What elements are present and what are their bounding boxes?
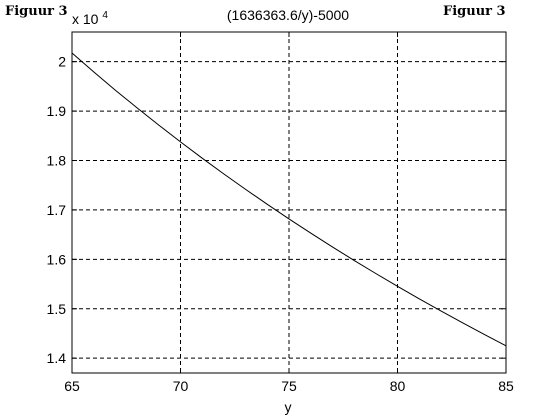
y-multiplier-exponent: 4 — [102, 10, 108, 21]
y-tick-label: 1.6 — [47, 251, 67, 267]
x-tick-label: 65 — [64, 378, 80, 394]
y-tick-label: 2 — [58, 54, 66, 70]
series-group — [71, 52, 507, 347]
chart-title: (1636363.6/y)-5000 — [227, 7, 349, 23]
y-tick-label: 1.7 — [47, 202, 67, 218]
series-line — [71, 52, 507, 347]
y-tick-label: 1.5 — [47, 301, 67, 317]
x-tick-label: 75 — [281, 378, 297, 394]
y-tick-label: 1.8 — [47, 152, 67, 168]
y-tick-label: 1.4 — [47, 350, 67, 366]
y-tick-label: 1.9 — [47, 103, 67, 119]
y-axis-multiplier: x 10 4 — [72, 10, 108, 27]
x-tick-label: 85 — [498, 378, 514, 394]
grid-lines — [72, 32, 506, 373]
figure-label-right: Figuur 3 — [443, 4, 506, 19]
x-tick-label: 80 — [390, 378, 406, 394]
axis-ticks: 65 70 75 80 85 1.4 1.5 1.6 1.7 1.8 1.9 2 — [47, 32, 514, 394]
x-tick-label: 70 — [173, 378, 189, 394]
y-multiplier-base: x 10 — [72, 11, 99, 27]
figure-label-left: Figuur 3 — [5, 4, 68, 19]
x-axis-label: y — [285, 399, 292, 415]
